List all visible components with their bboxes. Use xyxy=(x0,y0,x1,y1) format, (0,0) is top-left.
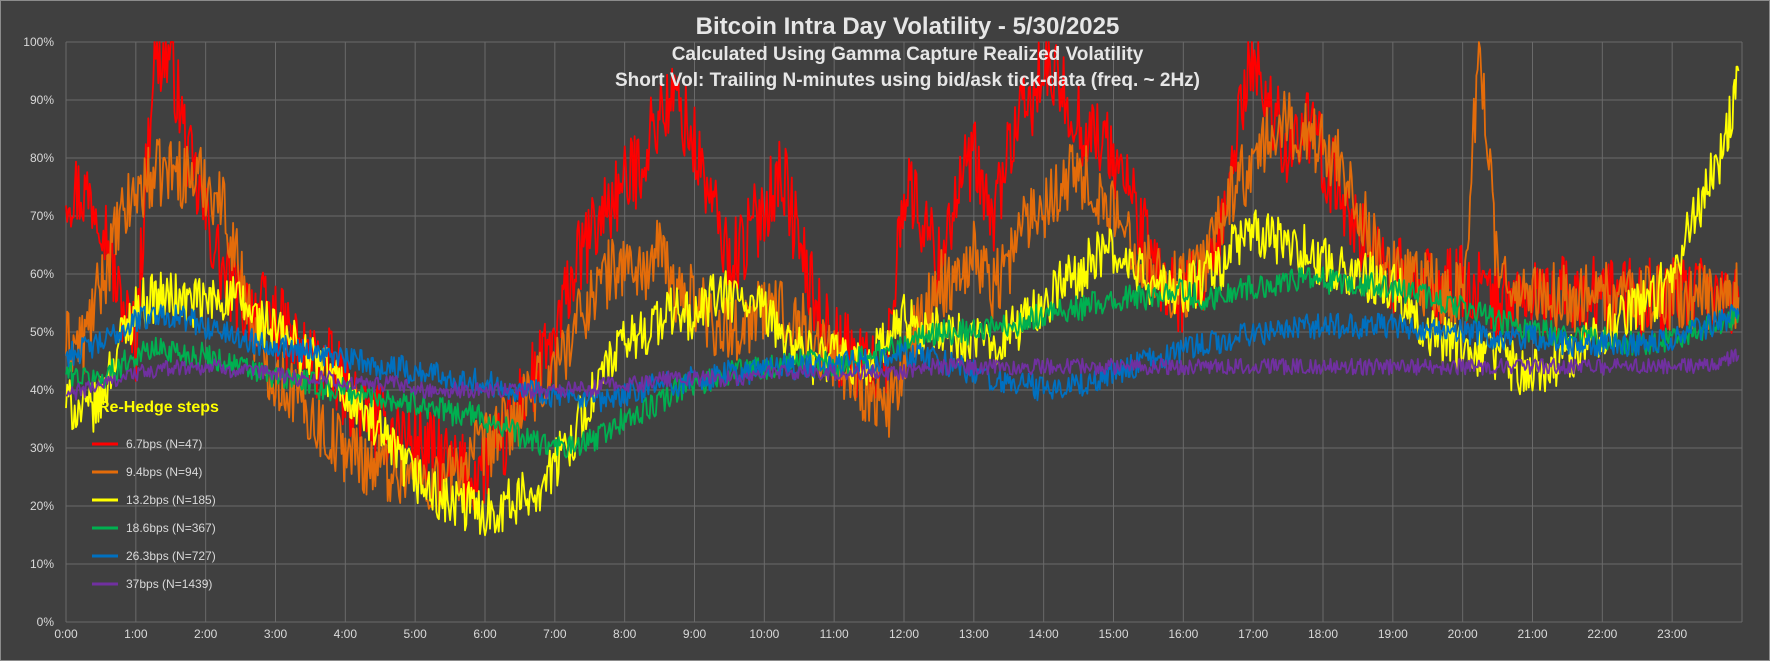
series-line-5 xyxy=(65,303,1740,413)
legend-entry: 37bps (N=1439) xyxy=(126,577,212,591)
x-tick-label: 7:00 xyxy=(543,627,567,641)
x-tick-label: 4:00 xyxy=(334,627,358,641)
legend-entry: 6.7bps (N=47) xyxy=(126,437,202,451)
series-lines xyxy=(65,41,1740,537)
x-tick-label: 10:00 xyxy=(749,627,779,641)
x-tick-label: 8:00 xyxy=(613,627,637,641)
y-tick-label: 40% xyxy=(30,383,54,397)
series-line-3 xyxy=(65,65,1740,537)
x-tick-label: 6:00 xyxy=(473,627,497,641)
legend-title: Re-Hedge steps xyxy=(98,399,219,416)
x-tick-label: 16:00 xyxy=(1168,627,1198,641)
x-tick-label: 22:00 xyxy=(1587,627,1617,641)
x-tick-label: 9:00 xyxy=(683,627,707,641)
x-tick-label: 17:00 xyxy=(1238,627,1268,641)
x-tick-label: 11:00 xyxy=(820,627,849,641)
x-tick-label: 0:00 xyxy=(54,627,78,641)
x-tick-label: 5:00 xyxy=(403,627,427,641)
x-tick-label: 12:00 xyxy=(889,627,919,641)
x-tick-label: 23:00 xyxy=(1657,627,1687,641)
legend-entry: 13.2bps (N=185) xyxy=(126,493,216,507)
y-tick-label: 80% xyxy=(30,151,54,165)
x-tick-label: 2:00 xyxy=(194,627,218,641)
legend-entry: 18.6bps (N=367) xyxy=(126,521,216,535)
y-tick-label: 30% xyxy=(30,441,54,455)
x-tick-label: 21:00 xyxy=(1517,627,1547,641)
x-tick-label: 18:00 xyxy=(1308,627,1338,641)
y-tick-label: 90% xyxy=(30,93,54,107)
y-tick-label: 50% xyxy=(30,325,54,339)
y-tick-label: 70% xyxy=(30,209,54,223)
y-tick-label: 60% xyxy=(30,267,54,281)
series-line-1 xyxy=(65,41,1740,512)
series-line-6 xyxy=(65,348,1740,401)
x-tick-label: 15:00 xyxy=(1098,627,1128,641)
legend-entry: 9.4bps (N=94) xyxy=(126,465,202,479)
x-tick-label: 14:00 xyxy=(1029,627,1059,641)
y-tick-label: 10% xyxy=(30,557,54,571)
y-tick-label: 20% xyxy=(30,499,54,513)
x-tick-label: 3:00 xyxy=(264,627,288,641)
x-axis-ticks: 0:00 1:00 2:00 3:00 4:00 5:00 6:00 7:00 8:00 9:00… xyxy=(54,627,1687,641)
x-tick-label: 20:00 xyxy=(1448,627,1478,641)
legend-entry: 26.3bps (N=727) xyxy=(126,549,216,563)
x-tick-label: 19:00 xyxy=(1378,627,1408,641)
x-tick-label: 13:00 xyxy=(959,627,989,641)
y-axis-ticks: 0% 10% 20% 30% 40% 50% 60% 70% 80% 90% 100% xyxy=(23,35,54,629)
x-tick-label: 1:00 xyxy=(124,627,148,641)
y-tick-label: 100% xyxy=(23,35,54,49)
grid xyxy=(65,41,1743,623)
series-line-2 xyxy=(65,41,1740,514)
y-tick-label: 0% xyxy=(37,615,55,629)
legend: Re-Hedge steps 6.7bps (N=47) 9.4bps (N=94… xyxy=(92,399,219,591)
